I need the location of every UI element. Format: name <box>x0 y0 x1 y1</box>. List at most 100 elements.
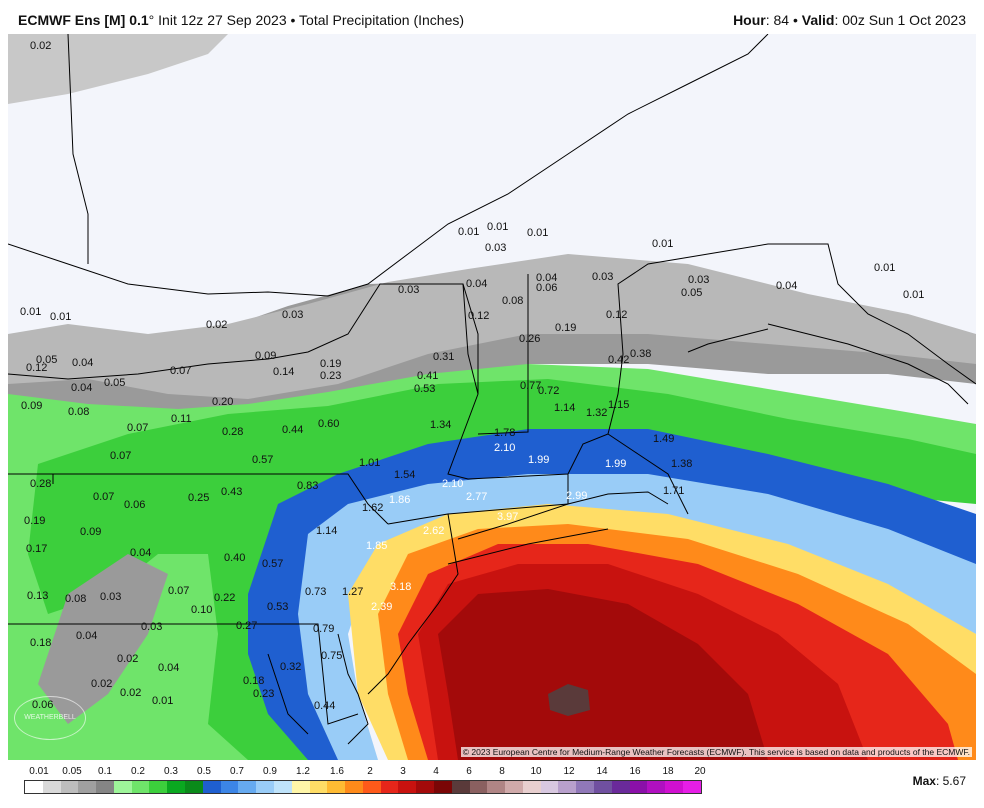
legend-tick-label: 0.2 <box>131 766 145 777</box>
legend-swatch <box>256 781 274 793</box>
precip-value-label: 0.05 <box>104 377 126 389</box>
precip-value-label: 0.02 <box>120 687 142 699</box>
init-time: Init 12z 27 Sep 2023 <box>154 12 287 28</box>
precip-value-label: 0.05 <box>681 287 703 299</box>
legend-swatch <box>96 781 114 793</box>
precip-value-label: 0.04 <box>776 280 798 292</box>
precip-value-label: 3.97 <box>497 511 519 523</box>
precip-value-label: 1.38 <box>671 458 693 470</box>
legend-swatch <box>398 781 417 793</box>
max-value: Max: 5.67 <box>913 774 966 788</box>
precip-value-label: 0.27 <box>236 620 258 632</box>
precip-value-label: 1.71 <box>663 485 685 497</box>
precip-value-label: 0.02 <box>91 678 113 690</box>
legend-swatch <box>416 781 434 793</box>
copyright-notice: © 2023 European Centre for Medium-Range … <box>460 747 972 757</box>
precip-value-label: 0.77 <box>520 380 542 392</box>
legend-swatch <box>522 781 541 793</box>
legend-tick-label: 0.3 <box>164 766 178 777</box>
legend-tick-label: 4 <box>433 766 439 777</box>
precip-value-label: 0.09 <box>80 526 102 538</box>
precip-value-label: 1.99 <box>605 458 627 470</box>
legend-tick-label: 0.7 <box>230 766 244 777</box>
precip-value-label: 0.03 <box>485 242 507 254</box>
precip-value-label: 0.06 <box>536 282 558 294</box>
legend-swatch <box>647 781 666 793</box>
model-name: ECMWF Ens [M] 0.1 <box>18 12 149 28</box>
precip-value-label: 0.03 <box>282 309 304 321</box>
legend-tick-label: 1.6 <box>330 766 344 777</box>
precip-value-label: 0.03 <box>100 591 122 603</box>
precip-value-label: 0.60 <box>318 418 340 430</box>
precip-value-label: 1.78 <box>494 427 516 439</box>
precip-value-label: 0.04 <box>72 357 94 369</box>
legend-colorbar <box>24 780 702 794</box>
precip-value-label: 0.19 <box>555 322 577 334</box>
valid-time: Hour: 84 • Valid: 00z Sun 1 Oct 2023 <box>733 12 966 28</box>
precip-value-label: 0.01 <box>50 311 72 323</box>
degree-symbol: ° <box>148 12 155 28</box>
legend-swatch <box>558 781 577 793</box>
map-fill <box>8 34 976 760</box>
precip-value-label: 1.54 <box>394 469 416 481</box>
precip-value-label: 2.62 <box>423 525 445 537</box>
legend-swatch <box>167 781 186 793</box>
precip-value-label: 0.44 <box>282 424 304 436</box>
precip-value-label: 0.13 <box>27 590 49 602</box>
precip-value-label: 0.18 <box>30 637 52 649</box>
legend-tick-label: 1.2 <box>296 766 310 777</box>
precip-value-label: 0.08 <box>502 295 524 307</box>
precip-value-label: 0.01 <box>527 227 549 239</box>
separator: • <box>286 12 300 28</box>
legend-swatch <box>149 781 168 793</box>
legend-swatch <box>433 781 452 793</box>
legend-tick-label: 6 <box>466 766 472 777</box>
legend-swatch <box>505 781 523 793</box>
precip-value-label: 0.10 <box>191 604 213 616</box>
legend-tick-label: 0.1 <box>98 766 112 777</box>
legend-swatch <box>60 781 79 793</box>
legend-swatch <box>291 781 310 793</box>
precip-value-label: 0.01 <box>487 221 509 233</box>
precip-value-label: 0.19 <box>320 358 342 370</box>
precip-value-label: 0.04 <box>76 630 98 642</box>
precip-value-label: 0.04 <box>466 278 488 290</box>
legend-swatch <box>25 781 43 793</box>
legend-swatch <box>131 781 150 793</box>
precip-value-label: 0.12 <box>468 310 490 322</box>
legend-swatch <box>576 781 594 793</box>
legend-tick-label: 0.01 <box>29 766 49 777</box>
precip-value-label: 0.23 <box>320 370 342 382</box>
precip-value-label: 2.77 <box>466 491 488 503</box>
legend-swatch <box>220 781 239 793</box>
precip-value-label: 1.32 <box>586 407 608 419</box>
legend-swatch <box>309 781 328 793</box>
precip-value-label: 0.05 <box>36 354 58 366</box>
legend-swatch <box>380 781 399 793</box>
precip-value-label: 0.02 <box>117 653 139 665</box>
precip-value-label: 0.03 <box>688 274 710 286</box>
precip-value-label: 1.99 <box>528 454 550 466</box>
precip-value-label: 1.49 <box>653 433 675 445</box>
precip-value-label: 2.99 <box>566 490 588 502</box>
legend-swatch <box>469 781 488 793</box>
precip-value-label: 0.03 <box>592 271 614 283</box>
legend-tick-label: 12 <box>563 766 575 777</box>
legend-tick-label: 0.05 <box>62 766 82 777</box>
precip-value-label: 0.06 <box>124 499 146 511</box>
legend-tick-label: 20 <box>694 766 706 777</box>
precip-value-label: 2.10 <box>442 478 464 490</box>
precip-value-label: 0.07 <box>110 450 132 462</box>
legend-swatch <box>113 781 132 793</box>
legend-swatch <box>327 781 346 793</box>
precip-value-label: 1.85 <box>366 540 388 552</box>
precip-value-label: 0.53 <box>414 383 436 395</box>
precip-value-label: 0.07 <box>170 365 192 377</box>
precip-value-label: 0.14 <box>273 366 295 378</box>
legend: 0.01 0.05 0.1 0.2 0.3 0.5 0.7 0.9 1.2 1.6 2 3 4 6 8 10 1… <box>0 760 984 808</box>
precip-value-label: 0.04 <box>536 272 558 284</box>
precip-value-label: 0.31 <box>433 351 455 363</box>
precip-value-label: 0.01 <box>20 306 42 318</box>
legend-swatch <box>682 781 701 793</box>
legend-swatch <box>611 781 630 793</box>
